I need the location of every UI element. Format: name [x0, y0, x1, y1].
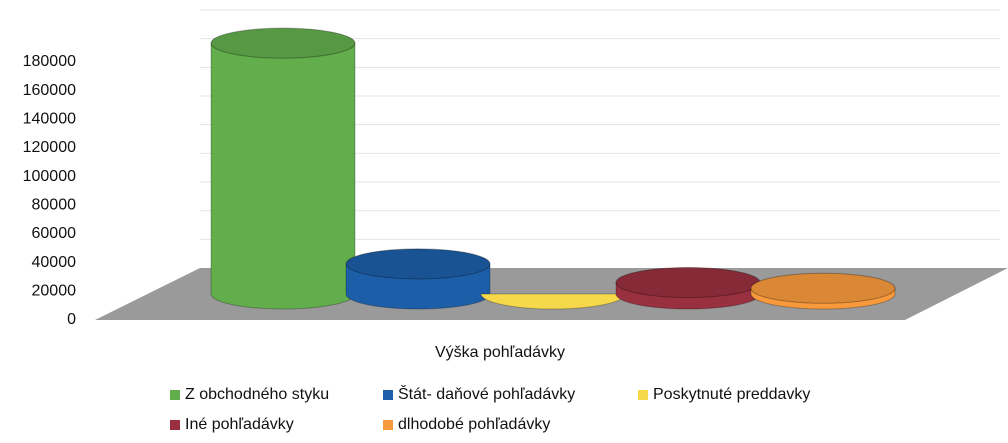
y-tick-label: 20000: [32, 283, 77, 300]
cylinder-top: [615, 267, 761, 299]
cylinder-top: [345, 248, 491, 280]
y-tick-label: 60000: [32, 225, 77, 242]
y-tick-label: 120000: [23, 139, 76, 156]
y-tick-label: 160000: [23, 82, 76, 99]
legend-swatch: [170, 420, 180, 430]
legend-swatch: [638, 390, 648, 400]
cylinder-top: [210, 27, 356, 59]
cylinder-body: [480, 293, 626, 310]
y-tick-label: 100000: [23, 168, 76, 185]
cylinder: [615, 267, 761, 310]
cylinder-top: [750, 272, 896, 304]
y-tick-label: 0: [67, 311, 76, 328]
cylinder: [345, 248, 491, 310]
x-axis-label: Výška pohľadávky: [435, 344, 565, 361]
y-tick-label: 40000: [32, 254, 77, 271]
legend-label: Z obchodného styku: [185, 386, 329, 403]
cylinder-body: [210, 42, 356, 310]
legend-label: dlhodobé pohľadávky: [398, 416, 550, 433]
cylinder: [210, 27, 356, 310]
y-tick-label: 180000: [23, 53, 76, 70]
legend-swatch: [383, 390, 393, 400]
y-tick-label: 140000: [23, 111, 76, 128]
y-tick-label: 80000: [32, 197, 77, 214]
legend-label: Štát- daňové pohľadávky: [398, 384, 575, 403]
cylinder: [480, 293, 626, 310]
legend-label: Poskytnuté preddavky: [653, 386, 810, 403]
legend-label: Iné pohľadávky: [185, 416, 294, 433]
legend-swatch: [383, 420, 393, 430]
legend-swatch: [170, 390, 180, 400]
cylinder: [750, 272, 896, 310]
